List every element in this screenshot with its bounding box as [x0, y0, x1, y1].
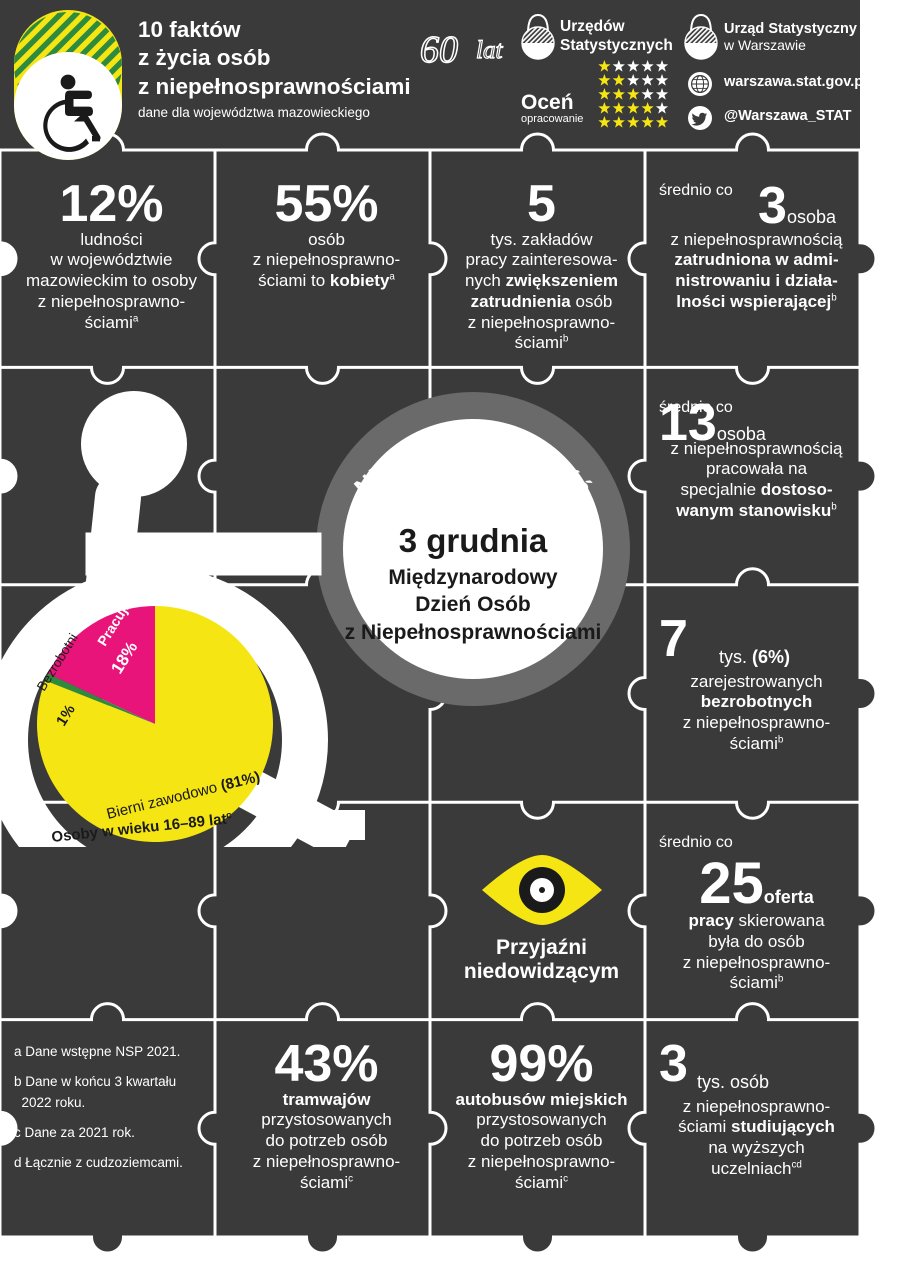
svg-text:lat: lat	[476, 37, 503, 64]
svg-text:60: 60	[420, 29, 458, 71]
